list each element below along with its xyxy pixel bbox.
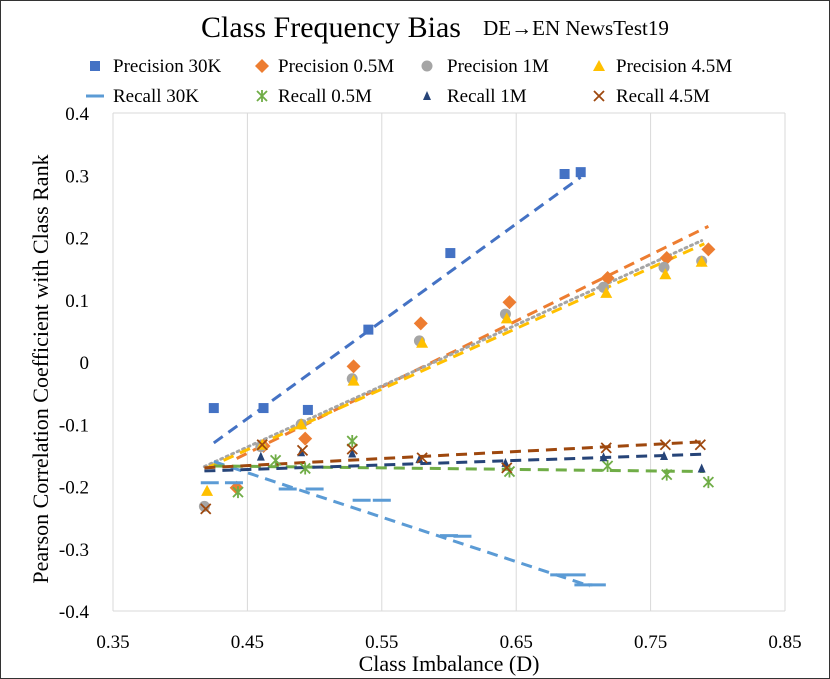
- x-tick-labels: 0.35 0.45 0.55 0.65 0.75 0.85: [96, 632, 801, 653]
- data-point: [659, 268, 672, 280]
- y-tick-label: -0.1: [59, 415, 89, 436]
- legend-entry: Recall 4.5M: [616, 86, 710, 107]
- trend-line: [202, 239, 704, 469]
- data-point: [348, 448, 357, 458]
- y-tick-label: 0.2: [65, 229, 89, 250]
- legend: Precision 30K Precision 0.5M Precision 1M P…: [86, 56, 732, 107]
- x-tick-label: 0.65: [500, 632, 533, 653]
- y-tick-label: -0.3: [59, 540, 89, 561]
- trend-line: [235, 224, 710, 460]
- trend-line: [212, 175, 582, 445]
- data-point: [659, 439, 672, 451]
- data-point: [347, 374, 360, 386]
- data-point: [575, 167, 586, 178]
- data-point: [697, 463, 706, 473]
- legend-entry: Precision 4.5M: [616, 56, 732, 77]
- chart-title: Class Frequency Bias: [201, 11, 461, 44]
- legend-marker: [90, 61, 100, 71]
- y-tick-label: -0.4: [59, 602, 90, 623]
- y-axis-label: Pearson Correlation Coefficient with Cla…: [28, 154, 53, 583]
- x-tick-label: 0.85: [768, 632, 801, 653]
- legend-marker: [256, 90, 268, 102]
- data-point: [601, 459, 614, 472]
- chart-subtitle: DE→EN NewsTest19: [483, 16, 669, 40]
- legend-entry: Recall 1M: [447, 86, 527, 107]
- data-point: [702, 476, 715, 489]
- legend-marker: [421, 60, 433, 72]
- y-tick-label: 0.4: [65, 104, 89, 125]
- data-point: [302, 404, 313, 415]
- data-point: [363, 324, 374, 335]
- data-point: [413, 316, 428, 331]
- x-tick-label: 0.35: [96, 632, 129, 653]
- trend-line: [213, 464, 705, 474]
- trend-lines: [202, 175, 710, 588]
- data-point: [416, 336, 429, 348]
- legend-marker: [593, 60, 605, 71]
- y-tick-label: -0.2: [59, 478, 89, 499]
- data-point: [298, 431, 313, 446]
- data-point: [600, 286, 613, 298]
- data-point: [600, 442, 612, 454]
- data-point: [296, 444, 309, 457]
- data-point: [559, 169, 570, 180]
- data-point: [660, 450, 669, 460]
- data-point: [232, 486, 244, 499]
- legend-marker: [255, 59, 269, 73]
- data-point: [661, 468, 673, 481]
- trend-line: [204, 452, 705, 473]
- data-point: [346, 443, 358, 455]
- x-tick-label: 0.75: [634, 632, 667, 653]
- data-point: [501, 462, 513, 474]
- data-point: [502, 295, 517, 310]
- data-point: [701, 242, 716, 257]
- data-point: [256, 451, 265, 461]
- data-point: [201, 484, 214, 496]
- legend-marker: [423, 91, 431, 100]
- trend-line: [206, 242, 705, 470]
- data-point: [208, 403, 219, 414]
- x-tick-label: 0.55: [365, 632, 398, 653]
- data-point: [659, 251, 674, 266]
- data-point: [346, 435, 358, 448]
- legend-entry: Precision 30K: [113, 56, 221, 77]
- y-tick-label: 0.1: [65, 291, 89, 312]
- gridlines: [112, 112, 786, 612]
- legend-marker: [593, 90, 605, 102]
- data-point: [256, 439, 268, 451]
- data-point: [200, 503, 212, 515]
- data-point: [694, 439, 706, 451]
- data-point: [299, 462, 311, 475]
- data-point: [695, 255, 708, 267]
- data-point: [269, 454, 282, 467]
- data-point: [416, 452, 428, 464]
- trend-line: [213, 460, 591, 588]
- legend-entry: Recall 30K: [113, 86, 199, 107]
- legend-entry: Recall 0.5M: [278, 86, 372, 107]
- data-point: [445, 248, 456, 259]
- x-axis-label: Class Imbalance (D): [359, 651, 540, 676]
- data-point: [600, 270, 615, 285]
- y-tick-labels: -0.4 -0.3 -0.2 -0.1 0 0.1 0.2 0.3 0.4: [59, 104, 90, 623]
- y-tick-label: 0.3: [65, 166, 89, 187]
- legend-entry: Precision 1M: [447, 56, 549, 77]
- legend-entry: Precision 0.5M: [278, 56, 394, 77]
- data-point: [658, 261, 670, 273]
- data-point: [599, 452, 608, 462]
- data-point: [415, 454, 424, 464]
- data-point: [295, 418, 308, 430]
- data-point: [346, 359, 361, 374]
- y-tick-label: 0: [80, 353, 90, 374]
- data-point: [500, 312, 513, 324]
- data-point: [258, 403, 269, 414]
- trend-line: [204, 440, 705, 470]
- data-points: [198, 167, 716, 587]
- x-tick-label: 0.45: [231, 632, 264, 653]
